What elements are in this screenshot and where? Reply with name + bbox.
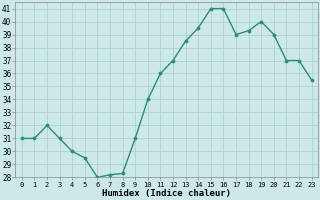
X-axis label: Humidex (Indice chaleur): Humidex (Indice chaleur) — [102, 189, 231, 198]
